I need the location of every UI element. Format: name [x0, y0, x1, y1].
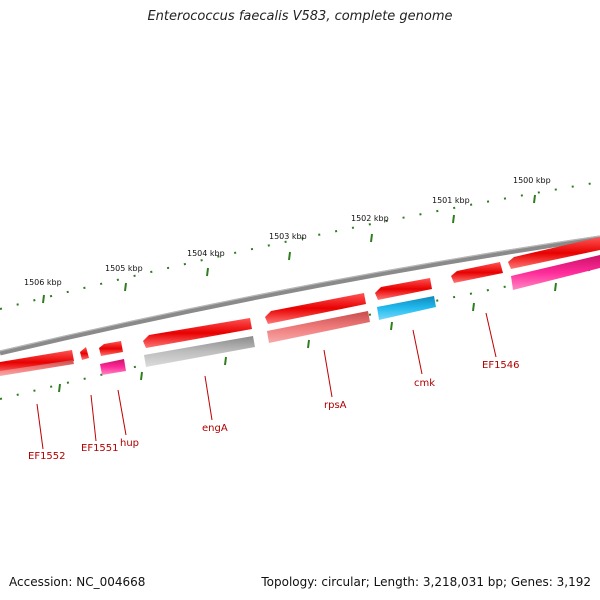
- function-cds-track: [0, 255, 600, 376]
- kbp-label: 1501 kbp: [432, 196, 470, 205]
- kbp-scale: 1506 kbp 1505 kbp 1504 kbp 1503 kbp 1502…: [24, 176, 551, 287]
- gene-labels: EF1552 EF1551 hup engA rpsA cmk EF1546: [28, 360, 520, 462]
- page-title: Enterococcus faecalis V583, complete gen…: [147, 9, 453, 24]
- cds-ef1546: [451, 262, 503, 283]
- cds-rpsa: [265, 293, 366, 324]
- cds-enga: [143, 318, 252, 348]
- accession-text: Accession: NC_004668: [9, 575, 146, 589]
- cds-right-function: [511, 255, 600, 290]
- label-leaders: [36, 312, 497, 450]
- inner-tick-ring: [0, 267, 600, 400]
- kbp-label: 1502 kbp: [351, 214, 389, 223]
- genome-backbone: [0, 235, 600, 356]
- kbp-label: 1506 kbp: [24, 278, 62, 287]
- cds-rpsa-function: [267, 311, 370, 343]
- genome-summary-text: Topology: circular; Length: 3,218,031 bp…: [261, 575, 591, 589]
- gene-label-hup: hup: [120, 438, 139, 449]
- major-ticks: [42, 194, 536, 304]
- cds-hup: [99, 341, 123, 356]
- cds-enga-function: [144, 336, 255, 367]
- outer-tick-ring: [0, 181, 600, 310]
- inner-major-ticks: [58, 282, 557, 393]
- gene-label-ef1551: EF1551: [81, 443, 119, 454]
- kbp-label: 1505 kbp: [105, 264, 143, 273]
- cds-cmk-function: [377, 296, 436, 320]
- cds-right-edge: [508, 237, 600, 269]
- gene-label-ef1552: EF1552: [28, 451, 66, 462]
- gene-label-rpsa: rpsA: [324, 400, 347, 411]
- cds-ef1551: [80, 347, 89, 360]
- cds-ef1552-function: [0, 360, 74, 376]
- cds-cmk: [375, 278, 432, 300]
- kbp-label: 1503 kbp: [269, 232, 307, 241]
- cds-hup-function: [100, 359, 126, 375]
- gene-label-enga: engA: [202, 423, 228, 434]
- gene-label-ef1546: EF1546: [482, 360, 520, 371]
- kbp-label: 1500 kbp: [513, 176, 551, 185]
- forward-cds-track: [0, 237, 600, 375]
- kbp-label: 1504 kbp: [187, 249, 225, 258]
- gene-label-cmk: cmk: [414, 378, 435, 389]
